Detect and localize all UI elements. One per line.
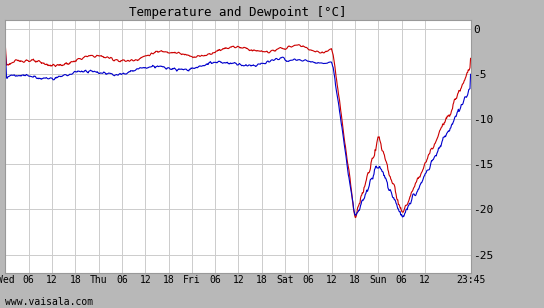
- Text: www.vaisala.com: www.vaisala.com: [5, 297, 94, 307]
- Title: Temperature and Dewpoint [°C]: Temperature and Dewpoint [°C]: [129, 6, 347, 19]
